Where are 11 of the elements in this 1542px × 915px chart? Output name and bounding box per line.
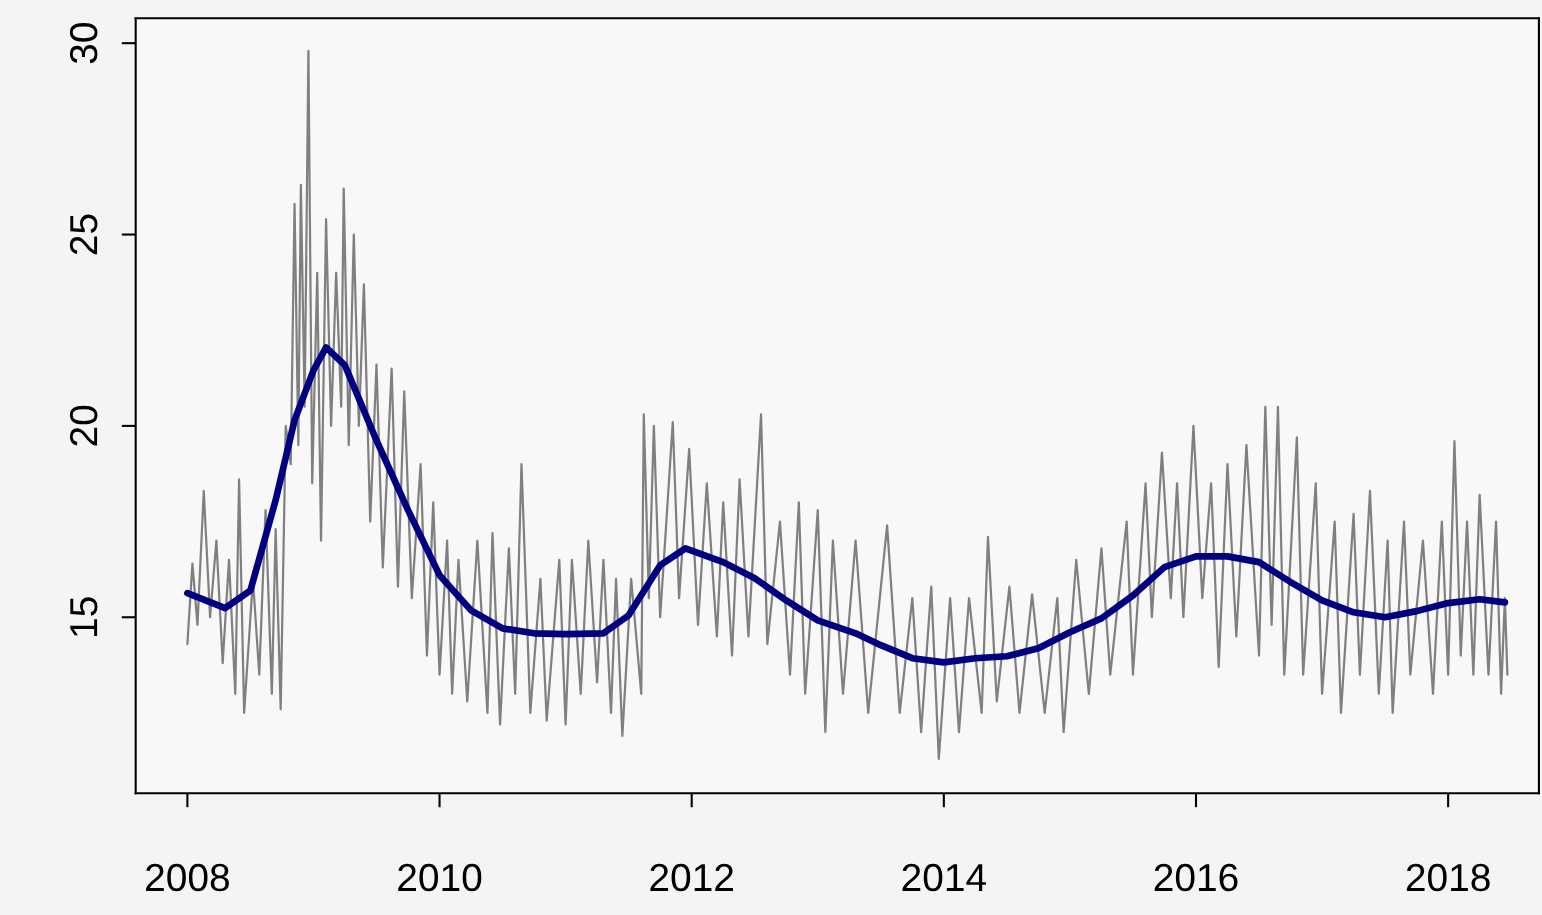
x-tick-label: 2016 [1154, 863, 1238, 892]
x-tick-label: 2012 [650, 863, 733, 892]
x-tick-label: 2010 [398, 863, 482, 892]
line-series [186, 49, 1509, 760]
x-tick-label: 2008 [146, 863, 229, 892]
y-tick-label: 25 [69, 214, 98, 255]
x-tick-label: 2018 [1406, 863, 1490, 892]
x-tick-label: 2014 [902, 863, 986, 892]
y-tick-label: 20 [69, 405, 98, 446]
y-tick-label: 30 [69, 23, 98, 64]
y-tick-label: 15 [70, 597, 98, 636]
